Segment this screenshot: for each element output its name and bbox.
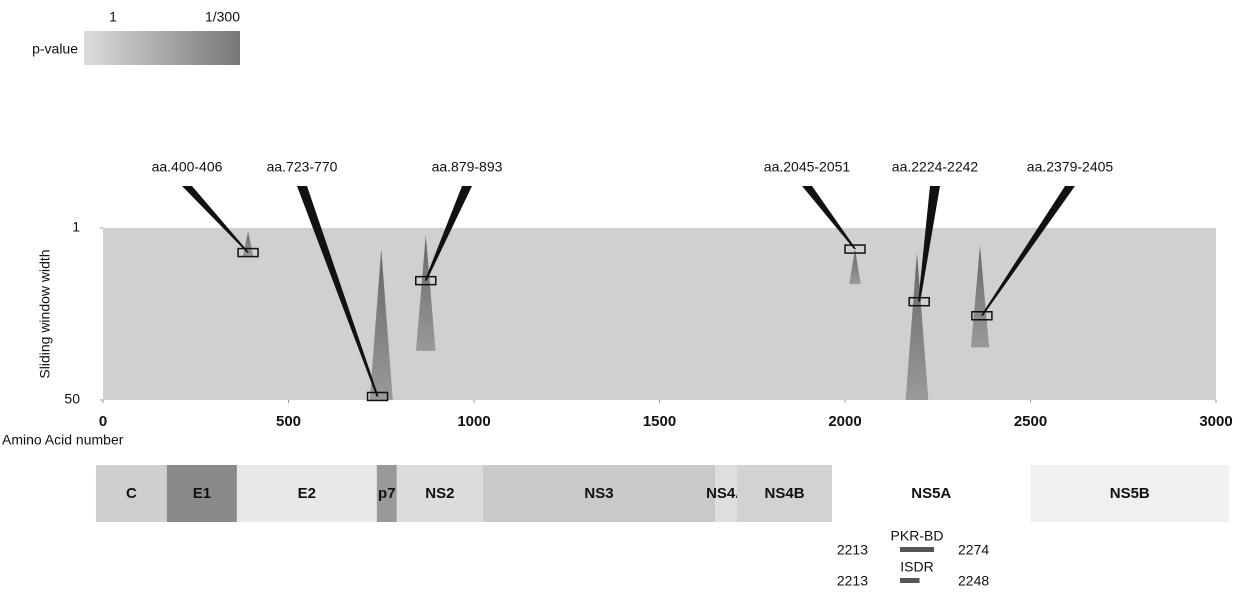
annotation-label: aa.400-406 <box>152 159 223 175</box>
subregion-start: 2213 <box>837 542 868 558</box>
gene-region <box>396 465 483 522</box>
gene-region <box>832 465 1031 522</box>
peak <box>905 252 929 400</box>
annotation-label: aa.2045-2051 <box>764 159 851 175</box>
x-tick-label: 500 <box>276 413 301 430</box>
subregion-bar <box>900 547 934 552</box>
annotation-label: aa.2379-2405 <box>1027 159 1114 175</box>
pointer <box>980 186 1075 316</box>
highlight-box <box>366 391 389 402</box>
region-label: NS3 <box>584 485 613 502</box>
pointer <box>918 186 940 302</box>
gene-region <box>376 465 397 522</box>
heatmap-background <box>103 228 1216 400</box>
subregion-start: 2213 <box>837 573 868 589</box>
region-label: NS4B <box>765 485 805 502</box>
highlight-box <box>844 244 866 254</box>
region-label: NS2 <box>425 485 454 502</box>
x-tick-label: 1000 <box>457 413 490 430</box>
colorbar-min-label: 1 <box>109 9 117 25</box>
x-tick-label: 2500 <box>1014 413 1047 430</box>
gene-region <box>1030 465 1229 522</box>
region-label: NS5B <box>1110 485 1150 502</box>
highlight-box <box>908 296 930 307</box>
highlight-box <box>415 275 437 286</box>
subregion-bar <box>900 578 920 583</box>
x-tick-label: 1500 <box>643 413 676 430</box>
annotation-label: aa.2224-2242 <box>892 159 979 175</box>
peak <box>415 235 436 351</box>
annotation-label: aa.723-770 <box>267 159 338 175</box>
highlight-box <box>971 311 993 321</box>
peak <box>849 249 861 285</box>
pointer <box>182 186 250 253</box>
gene-region <box>95 465 167 522</box>
peak <box>970 245 990 348</box>
peak <box>369 249 393 400</box>
colorbar-max-label: 1/300 <box>205 9 240 25</box>
colorbar-label: p-value <box>32 41 78 57</box>
x-tick-label: 2000 <box>828 413 861 430</box>
y-tick-label: 50 <box>64 391 80 407</box>
gene-region <box>737 465 833 522</box>
gene-region <box>166 465 237 522</box>
gene-region <box>715 465 738 522</box>
y-axis-label: Sliding window width <box>37 249 53 378</box>
highlight-box <box>237 247 259 258</box>
x-tick-label: 3000 <box>1199 413 1232 430</box>
region-label: E2 <box>298 485 316 502</box>
region-label: NS5A <box>911 485 951 502</box>
gene-region <box>236 465 377 522</box>
x-tick-label: 0 <box>99 413 107 430</box>
pointer <box>802 186 857 250</box>
subregion-label: ISDR <box>900 559 933 575</box>
region-label: E1 <box>193 485 211 502</box>
subregion-label: PKR-BD <box>891 528 944 544</box>
subregion-end: 2274 <box>958 542 989 558</box>
y-tick-label: 1 <box>72 219 80 235</box>
region-label: p7 <box>378 485 396 502</box>
pointer <box>424 186 472 281</box>
subregion-end: 2248 <box>958 573 989 589</box>
region-label: C <box>126 485 137 502</box>
x-axis-label: Amino Acid number <box>2 432 124 448</box>
colorbar <box>84 31 240 65</box>
region-label: NS4A <box>706 485 746 502</box>
gene-region <box>482 465 716 522</box>
annotation-label: aa.879-893 <box>432 159 503 175</box>
pointer <box>297 186 379 397</box>
